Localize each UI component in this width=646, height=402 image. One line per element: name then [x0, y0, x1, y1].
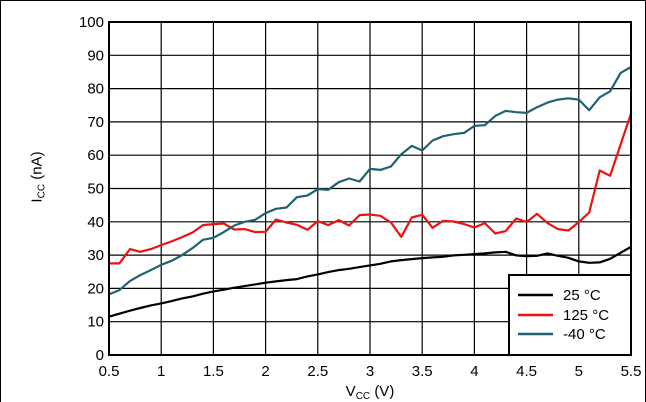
y-tick-label: 50 — [87, 181, 104, 198]
y-tick-label: 80 — [87, 81, 104, 98]
series-line — [107, 112, 633, 265]
y-tick-label: 0 — [96, 347, 104, 364]
legend-entries: 25 °C 125 °C -40 °C — [518, 287, 609, 343]
legend-label: 125 °C — [563, 307, 609, 324]
y-tick-label: 20 — [87, 280, 104, 297]
x-tick-label: 1 — [157, 363, 165, 380]
legend-label: -40 °C — [563, 326, 606, 343]
y-tick-label: 10 — [87, 314, 104, 331]
x-tick-label: 3.5 — [412, 363, 433, 380]
x-axis-label-main: V — [345, 383, 356, 400]
x-tick-label: 2.5 — [307, 363, 328, 380]
x-tick-label: 4.5 — [516, 363, 537, 380]
series-line — [107, 65, 633, 296]
y-tick-label: 100 — [79, 14, 104, 31]
x-tick-label: 2 — [261, 363, 269, 380]
x-tick-label: 5 — [575, 363, 583, 380]
y-tick-label: 60 — [87, 147, 104, 164]
x-tick-label: 4 — [470, 363, 478, 380]
y-tick-label: 40 — [87, 214, 104, 231]
x-axis-label: VCC (V) — [346, 383, 395, 402]
x-tick-label: 3 — [366, 363, 374, 380]
y-axis-label-main: I — [28, 198, 46, 203]
plot-area-border — [108, 21, 632, 356]
y-tick-label: 30 — [87, 247, 104, 264]
x-axis-tick-labels: 0.5 1 1.5 2 2.5 3 3.5 4 4.5 5 5.5 — [99, 363, 642, 380]
series-layer — [107, 65, 633, 318]
y-tick-label: 70 — [87, 114, 104, 131]
y-axis-tick-labels: 0 10 20 30 40 50 60 70 80 90 100 — [79, 14, 104, 364]
series-line — [107, 245, 633, 318]
y-axis-label-text: ICC (nA) — [29, 151, 48, 202]
x-tick-label: 5.5 — [621, 363, 642, 380]
y-axis-label-subscript: CC — [36, 183, 48, 199]
x-axis-label-unit: (V) — [370, 383, 395, 400]
y-axis-label-unit: (nA) — [28, 151, 46, 184]
legend-label: 25 °C — [563, 287, 601, 304]
x-tick-label: 0.5 — [99, 363, 120, 380]
y-tick-label: 90 — [87, 47, 104, 64]
y-axis-label: ICC (nA) — [18, 0, 58, 354]
legend: 25 °C 125 °C -40 °C — [508, 274, 632, 356]
x-tick-label: 1.5 — [203, 363, 224, 380]
x-axis-label-subscript: CC — [355, 391, 371, 402]
